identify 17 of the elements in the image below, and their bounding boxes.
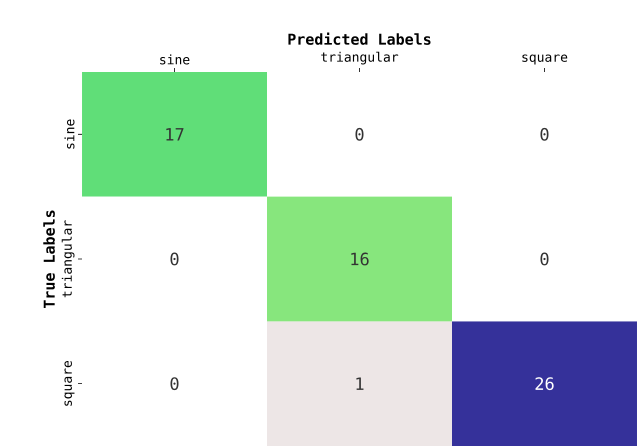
data-label: 0 — [170, 252, 179, 266]
data-label: 0 — [540, 128, 549, 141]
x-tick-label: square — [522, 54, 568, 64]
y-tick-label: square — [64, 360, 74, 406]
data-label: 0 — [355, 128, 364, 141]
y-tick-label: triangular — [62, 220, 74, 298]
data-label: 26 — [536, 377, 554, 390]
data-label: 16 — [351, 252, 369, 266]
y-axis-title: True Labels — [43, 210, 55, 308]
x-axis-title: Predicted Labels — [288, 32, 431, 45]
x-tick-label: sine — [160, 54, 190, 64]
y-tick-label: sine — [64, 119, 74, 149]
data-label: 0 — [170, 377, 179, 390]
data-label: 1 — [356, 377, 364, 390]
data-label: 17 — [166, 128, 184, 141]
x-tick-label: triangular — [321, 52, 398, 64]
data-label: 0 — [540, 252, 549, 266]
